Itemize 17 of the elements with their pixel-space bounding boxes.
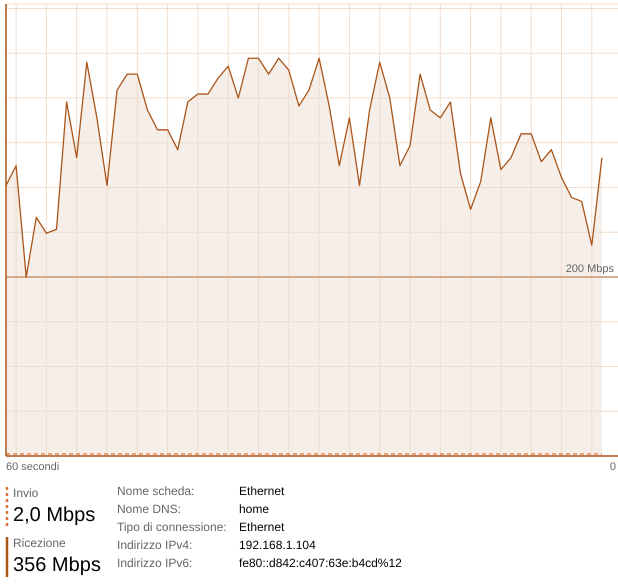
ref-line-label: 200 Mbps [566,263,614,276]
legend-label: Invio [13,486,39,500]
text: fe80::d842:c407:63e:b4cd%12 [239,556,402,570]
text: Indirizzo IPv6: [117,556,192,570]
text: Ethernet [239,520,286,534]
text: Indirizzo IPv4: [117,538,192,552]
text: Tipo di connessione: [117,520,227,534]
text: Nome scheda: [117,484,194,498]
text: Nome DNS: [117,502,182,516]
text: Ethernet [239,484,286,498]
text: 0 [610,461,616,473]
text: 356 Mbps [13,554,101,576]
text: 2,0 Mbps [13,504,96,526]
text: 192.168.1.104 [239,538,316,552]
legend-label: Ricezione [13,536,66,550]
text: home [239,502,270,516]
text: 60 secondi [6,461,60,473]
